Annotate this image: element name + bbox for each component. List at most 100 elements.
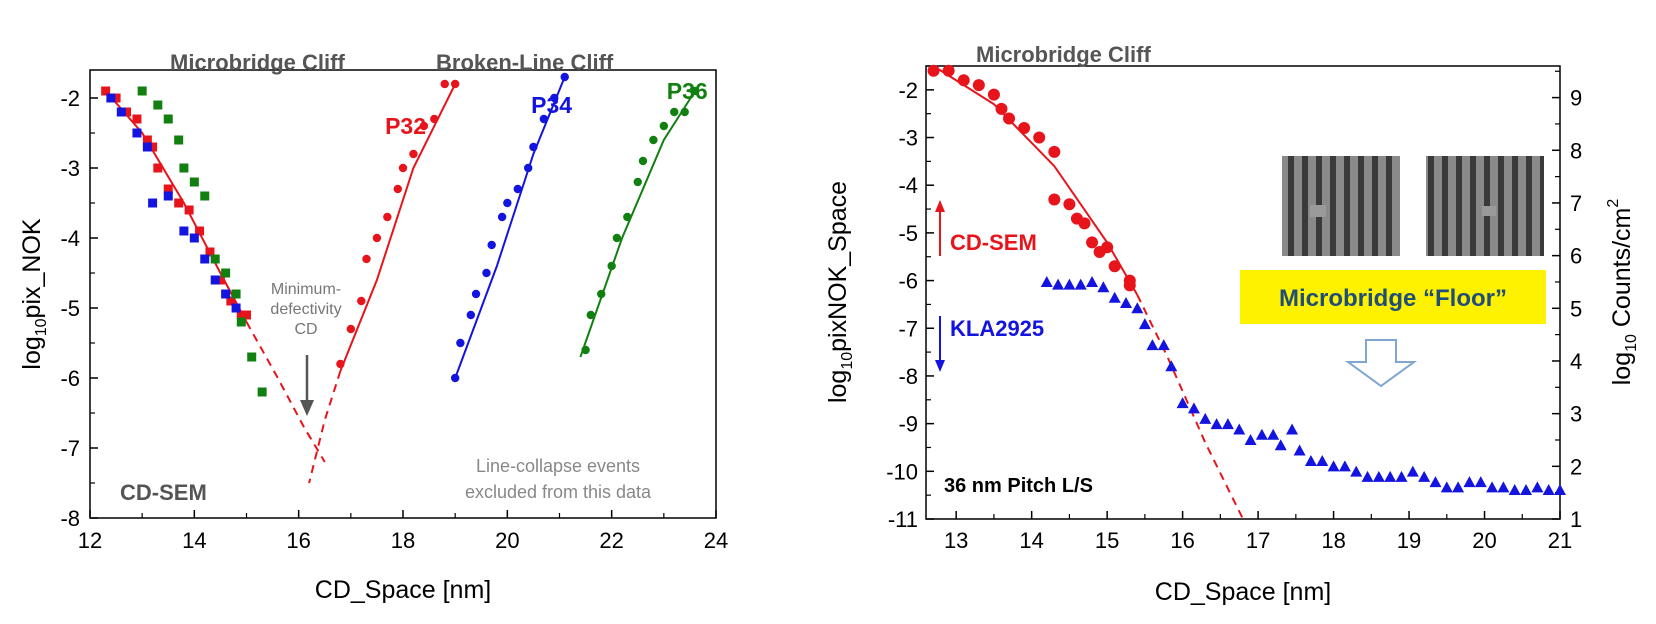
right-cd-sem-point	[1048, 193, 1061, 206]
right-kla-point	[1304, 455, 1317, 467]
right-y2-axis-label: log10 Counts/cm2	[1605, 199, 1640, 386]
left-points	[101, 72, 700, 397]
left-broken-point-p36	[690, 86, 700, 96]
right-y2-tick-label: 3	[1570, 402, 1582, 427]
left-microbridge-point-red	[184, 205, 194, 215]
right-y2-tick-label: 7	[1570, 191, 1582, 216]
left-broken-point-p32	[419, 121, 429, 131]
left-fit-lines	[104, 76, 696, 484]
sem-image-1-bridge	[1310, 205, 1326, 217]
right-kla-point	[1199, 412, 1212, 424]
right-cd-sem-fit-extension	[1136, 294, 1244, 520]
right-y-ticks: -11 -10 -9 -8 -7 -6 -5 -4 -3 -2	[886, 65, 934, 532]
right-kla-point	[1233, 423, 1246, 435]
right-kla-point	[1520, 484, 1533, 496]
left-series-label-p34: P34	[531, 92, 572, 118]
left-broken-point-p32	[393, 184, 402, 194]
right-annotation-pitch: 36 nm Pitch L/S	[944, 475, 1093, 497]
right-kla-point	[1338, 460, 1351, 472]
left-microbridge-point-blue	[179, 226, 189, 236]
left-min-defectivity-arrowhead	[300, 400, 314, 416]
right-kla-point	[1372, 470, 1385, 482]
right-kla-point	[1063, 278, 1076, 290]
right-cd-sem-point	[1018, 121, 1031, 134]
right-chart: 13 14 15 16 17 18 19 20 21 -11-10-9-8-7-6-5-4-3-…	[824, 42, 1640, 606]
left-broken-point-p32	[450, 79, 460, 89]
left-x-tick-label: 24	[704, 528, 728, 553]
right-cd-sem-point	[1048, 145, 1061, 158]
left-broken-line-fit-green	[579, 90, 696, 358]
left-broken-point-p32	[336, 359, 345, 369]
left-chart: 12 14 16 18 20 22 24 -8-7-6-5-4-3-2 P32P34P36 …	[18, 50, 728, 604]
left-broken-point-p32	[346, 324, 356, 334]
right-kla-point	[1554, 484, 1566, 496]
right-x-ticks: 13 14 15 16 17 18 19 20 21	[944, 511, 1572, 553]
left-broken-line-fit-red	[339, 83, 457, 372]
right-kla-point	[1406, 465, 1419, 477]
left-x-tick-label: 22	[599, 528, 623, 553]
right-kla-point	[1429, 476, 1442, 488]
left-microbridge-point-red	[148, 142, 158, 152]
left-microbridge-point-blue	[106, 93, 116, 103]
right-kla-point	[1074, 278, 1087, 290]
left-x-axis-label: CD_Space [nm]	[315, 576, 491, 604]
left-microbridge-fit-extension	[245, 321, 326, 463]
left-microbridge-point-blue	[163, 191, 173, 201]
left-microbridge-point-blue	[116, 107, 126, 117]
right-kla-point	[1138, 318, 1151, 330]
left-microbridge-point-blue	[200, 254, 210, 264]
left-broken-point-p34	[524, 163, 533, 173]
left-microbridge-point-red	[226, 296, 236, 306]
left-y-ticks: -8 -7 -6 -5 -4 -3 -2	[60, 86, 98, 531]
left-broken-point-p32	[409, 149, 418, 159]
right-kla-point	[1244, 433, 1257, 445]
right-y-tick-label: -2	[898, 78, 918, 103]
right-y2-tick-label: 4	[1570, 349, 1582, 374]
right-kla-point	[1176, 397, 1189, 409]
left-x-ticks: 12 14 16 18 20 22 24	[78, 510, 728, 553]
left-microbridge-point-blue	[221, 289, 231, 299]
right-cd-sem-point	[1108, 260, 1121, 273]
right-x-axis-label: CD_Space [nm]	[1155, 578, 1331, 606]
right-kla-point	[1187, 402, 1200, 414]
left-microbridge-point-red	[195, 226, 205, 236]
right-y2-tick-label: 5	[1570, 296, 1582, 321]
left-microbridge-point-green	[221, 268, 231, 278]
right-y2-tick-label: 9	[1570, 86, 1582, 111]
left-broken-point-p32	[362, 254, 371, 264]
right-kla-point	[1086, 275, 1099, 287]
left-broken-point-p36	[607, 261, 616, 271]
right-y2-axis-label-text: log10 Counts/cm2	[1605, 199, 1640, 386]
right-x-tick-label: 20	[1472, 528, 1496, 553]
left-broken-point-p34	[560, 72, 569, 82]
left-microbridge-point-red	[142, 135, 152, 145]
right-annotation-microbridge-cliff: Microbridge Cliff	[976, 42, 1151, 67]
right-y-axis-label: log10pixNOK_Space	[824, 181, 856, 403]
right-y-tick-label: -8	[898, 364, 918, 389]
right-kla-point	[1486, 481, 1499, 493]
left-broken-point-p34	[450, 373, 460, 383]
right-x-tick-label: 18	[1321, 528, 1345, 553]
left-annotation-cd-sem: CD-SEM	[120, 480, 207, 505]
left-broken-point-p32	[357, 296, 366, 306]
right-fit-lines	[932, 65, 1244, 520]
left-microbridge-point-blue	[148, 198, 158, 208]
right-kla-point	[1274, 439, 1287, 451]
left-annotation-min-defectivity-2: defectivity	[270, 301, 341, 318]
right-kla-point	[1463, 476, 1476, 488]
left-x-tick-label: 14	[182, 528, 206, 553]
left-microbridge-point-red	[132, 114, 142, 124]
right-x-tick-label: 16	[1170, 528, 1194, 553]
right-kla-point	[1267, 428, 1280, 440]
left-y-tick-label: -7	[60, 436, 80, 461]
left-broken-point-p34	[539, 114, 549, 124]
right-cd-sem-point	[927, 64, 940, 77]
left-series-label-p32: P32	[385, 113, 426, 139]
right-cd-sem-point	[1078, 217, 1091, 230]
left-broken-point-p34	[550, 93, 559, 103]
left-microbridge-point-blue	[189, 233, 199, 243]
left-microbridge-point-green	[257, 387, 267, 397]
right-kla-point	[1497, 481, 1510, 493]
